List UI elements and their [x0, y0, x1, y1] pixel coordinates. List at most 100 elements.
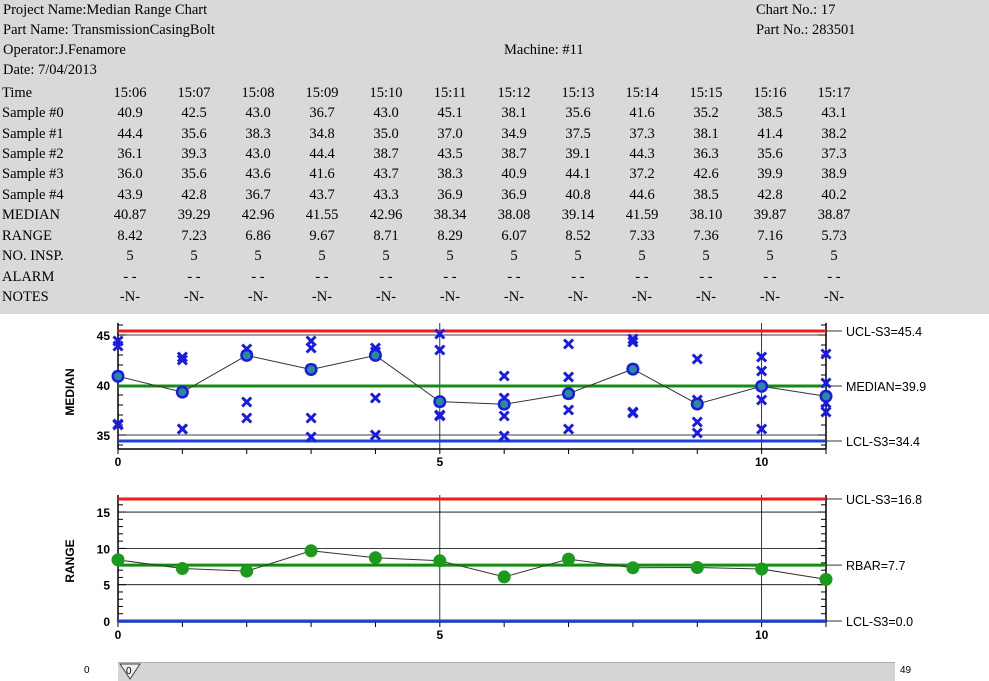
median-point: [822, 392, 830, 401]
range-point: [755, 562, 769, 576]
median-point: [371, 351, 380, 360]
table-cell: 35.6: [181, 166, 207, 183]
sample-point-stroke: [756, 351, 768, 363]
table-cell: 5: [574, 248, 582, 265]
operator: Operator:J.Fenamore: [3, 42, 126, 58]
row-label: ALARM: [2, 268, 55, 285]
sample-point-stroke: [369, 429, 382, 441]
table-cell: 35.0: [373, 125, 399, 142]
table-cell: 43.7: [309, 186, 335, 203]
sample-point: [369, 429, 382, 441]
sample-point: [241, 412, 253, 424]
range-axis-label: RANGE: [63, 539, 77, 582]
table-cell: 38.34: [433, 207, 467, 224]
table-cell: 15:12: [497, 84, 531, 101]
median-y-tick-label: 45: [97, 329, 111, 343]
table-cell: 41.6: [309, 166, 335, 183]
sample-point-stroke: [756, 423, 768, 435]
table-cell: 41.59: [625, 207, 659, 224]
row-label: Sample #4: [2, 186, 64, 203]
table-cell: 38.9: [821, 166, 847, 183]
table-cell: 38.3: [245, 125, 271, 142]
range-y-tick-label: 0: [103, 615, 110, 629]
table-cell: 8.52: [565, 227, 591, 244]
sample-point-stroke: [562, 371, 575, 383]
table-cell: - -: [635, 268, 649, 285]
table-cell: 38.7: [501, 146, 527, 163]
sample-point: [691, 416, 703, 428]
table-cell: 36.9: [501, 186, 527, 203]
sample-point: [498, 410, 510, 422]
table-cell: 42.8: [757, 186, 783, 203]
table-cell: -N-: [567, 289, 589, 306]
table-cell: -N-: [375, 289, 397, 306]
table-cell: 15:14: [625, 84, 659, 101]
median-x-tick-label: 0: [115, 455, 122, 469]
range-point: [562, 552, 576, 566]
sample-point-stroke: [241, 412, 253, 424]
table-cell: 43.3: [373, 186, 399, 203]
median-lcl-label: LCL-S3=34.4: [846, 435, 920, 449]
sample-point: [756, 394, 768, 406]
range-y-tick-label: 10: [97, 542, 111, 556]
row-label: Sample #2: [2, 146, 64, 163]
scrollbar-thumb-icon[interactable]: [118, 663, 142, 681]
table-cell: 5: [766, 248, 774, 265]
table-cell: 15:07: [177, 84, 211, 101]
sample-point: [691, 427, 703, 439]
table-cell: 5: [126, 248, 134, 265]
table-row: NO. INSP. 5 5 5 5 5 5 5 5 5 5 5 5: [2, 247, 866, 267]
table-cell: 15:10: [369, 84, 403, 101]
sample-point: [820, 377, 832, 389]
table-cell: 34.9: [501, 125, 527, 142]
table-cell: -N-: [439, 289, 461, 306]
table-cell: 43.0: [245, 146, 271, 163]
table-cell: - -: [187, 268, 201, 285]
sample-point-stroke: [369, 392, 382, 404]
sample-point-stroke: [498, 430, 510, 442]
sample-point-stroke: [691, 427, 703, 439]
table-cell: -N-: [183, 289, 205, 306]
sample-point: [627, 407, 639, 419]
sample-point-stroke: [627, 336, 639, 348]
table-cell: 9.67: [309, 227, 335, 244]
table-row: MEDIAN 40.87 39.29 42.96 41.55 42.96 38.34 38.0…: [2, 206, 866, 226]
table-cell: 7.36: [693, 227, 719, 244]
table-cell: 7.33: [629, 227, 655, 244]
table-cell: 35.6: [181, 125, 207, 142]
table-cell: 38.5: [693, 186, 719, 203]
table-cell: 38.7: [373, 146, 399, 163]
table-cell: 42.5: [181, 105, 207, 122]
sample-point-stroke: [434, 328, 446, 340]
sample-point-stroke: [562, 338, 575, 350]
median-point: [178, 388, 187, 397]
table-row: RANGE 8.42 7.23 6.86 9.67 8.71 8.29 6.07 8.52 7.3…: [2, 226, 866, 246]
table-cell: -N-: [695, 289, 717, 306]
table-cell: 8.71: [373, 227, 399, 244]
row-label: NO. INSP.: [2, 248, 64, 265]
table-cell: 8.29: [437, 227, 463, 244]
range-y-tick-label: 5: [103, 579, 110, 593]
sample-point: [820, 348, 832, 360]
median-point: [114, 372, 122, 381]
table-cell: 15:13: [561, 84, 595, 101]
sample-point: [820, 406, 832, 418]
table-cell: 43.0: [245, 105, 271, 122]
scrollbar-value: 0: [126, 666, 132, 677]
table-row: Sample #4 43.9 42.8 36.7 43.7 43.3 36.9 36.9 40.…: [2, 185, 866, 205]
sample-point-stroke: [305, 431, 317, 443]
range-point: [433, 554, 447, 568]
range-point: [626, 561, 640, 575]
table-cell: 36.3: [693, 146, 719, 163]
sample-point: [627, 336, 639, 348]
sample-scrollbar[interactable]: 0: [118, 662, 895, 681]
sample-point-stroke: [176, 423, 188, 435]
chart-header-panel: Project Name:Median Range Chart Part Nam…: [0, 0, 989, 314]
table-cell: 37.5: [565, 125, 591, 142]
table-cell: 43.7: [373, 166, 399, 183]
scrollbar-min-label: 0: [84, 665, 90, 676]
sample-point: [305, 412, 317, 424]
table-cell: 40.9: [501, 166, 527, 183]
chart-number: Chart No.: 17: [756, 2, 836, 18]
table-cell: 40.87: [113, 207, 147, 224]
